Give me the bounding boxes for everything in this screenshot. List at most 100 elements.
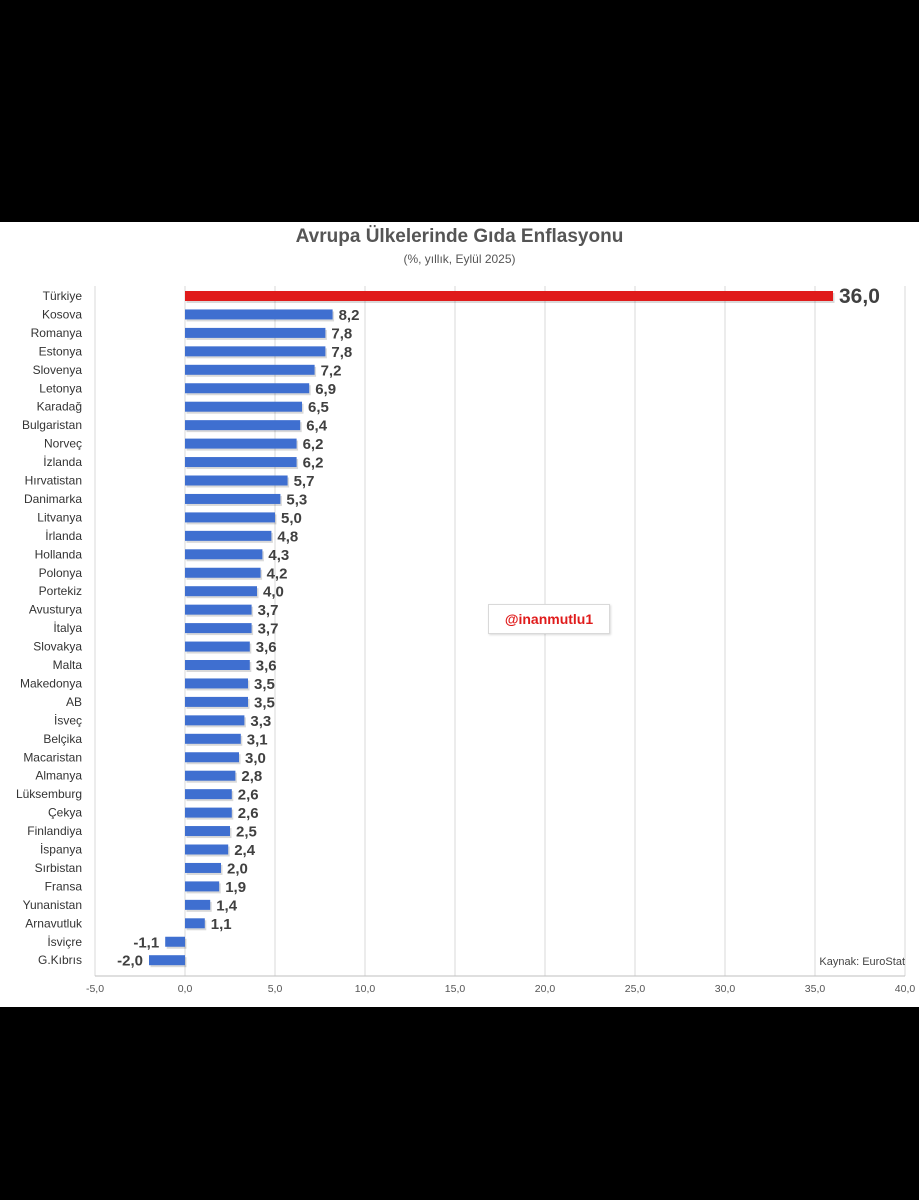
value-label: 3,7 bbox=[258, 621, 279, 638]
category-label: Kosova bbox=[42, 307, 82, 321]
value-label: 5,3 bbox=[286, 491, 307, 508]
chart-title: Avrupa Ülkelerinde Gıda Enflasyonu bbox=[295, 226, 624, 247]
bar-Romanya bbox=[185, 327, 326, 338]
bar-Malta bbox=[185, 660, 250, 670]
category-label: Arnavutluk bbox=[25, 916, 83, 930]
value-label: -2,0 bbox=[117, 953, 143, 970]
x-tick-label: 0,0 bbox=[178, 983, 193, 995]
x-tick-label: -5,0 bbox=[86, 983, 104, 995]
category-label: Makedonya bbox=[20, 676, 82, 690]
category-label: Hırvatistan bbox=[25, 474, 82, 488]
category-label: Hollanda bbox=[35, 547, 83, 561]
value-label: 3,0 bbox=[245, 750, 266, 767]
bar-İsviçre bbox=[165, 936, 185, 947]
bar-İzlanda bbox=[185, 457, 297, 468]
category-label: Letonya bbox=[39, 381, 82, 395]
bar-Belçika bbox=[185, 733, 241, 744]
bar-Polonya bbox=[185, 567, 261, 578]
bar-G.Kıbrıs bbox=[149, 955, 185, 966]
category-label: Litvanya bbox=[37, 510, 82, 524]
category-label: İtalya bbox=[53, 621, 82, 635]
bar-Letonya bbox=[185, 383, 310, 394]
category-label: Slovakya bbox=[33, 640, 82, 654]
category-label: Sırbistan bbox=[35, 861, 82, 875]
category-label: Macaristan bbox=[23, 750, 82, 764]
bar-Slovakya bbox=[185, 641, 250, 652]
bar-İspanya bbox=[185, 844, 229, 855]
value-label: 6,5 bbox=[308, 399, 329, 416]
bar-Yunanistan bbox=[185, 899, 211, 910]
value-label: 5,7 bbox=[294, 473, 315, 490]
bar-Arnavutluk bbox=[185, 918, 205, 929]
value-label: 3,7 bbox=[258, 602, 279, 619]
grid-lines bbox=[94, 286, 906, 977]
bar-Estonya bbox=[185, 346, 326, 357]
bar-Avusturya bbox=[185, 604, 252, 615]
bar-Çekya bbox=[185, 807, 232, 818]
x-tick-label: 20,0 bbox=[535, 983, 556, 995]
bar-Karadağ bbox=[185, 401, 302, 412]
chart-panel: Avrupa Ülkelerinde Gıda Enflasyonu (%, y… bbox=[0, 222, 919, 1007]
x-tick-label: 30,0 bbox=[715, 983, 736, 995]
bar-Kosova bbox=[185, 309, 333, 320]
category-label: Norveç bbox=[44, 437, 82, 451]
category-label: İsviçre bbox=[47, 935, 82, 949]
value-label: 2,0 bbox=[227, 860, 248, 877]
value-label: 8,2 bbox=[339, 307, 360, 324]
category-label: İrlanda bbox=[45, 529, 82, 543]
bar-İsveç bbox=[185, 715, 245, 726]
bar-Lüksemburg bbox=[185, 789, 232, 800]
bar-Hollanda bbox=[185, 549, 263, 560]
bar-Portekiz bbox=[185, 586, 257, 597]
bar-Finlandiya bbox=[185, 826, 230, 837]
category-label: Slovenya bbox=[33, 363, 83, 377]
value-label: -1,1 bbox=[133, 934, 159, 951]
category-label: Avusturya bbox=[29, 603, 82, 617]
bar-Hırvatistan bbox=[185, 475, 288, 486]
x-tick-label: 5,0 bbox=[268, 983, 283, 995]
bar-Fransa bbox=[185, 881, 220, 892]
category-label: Polonya bbox=[39, 566, 83, 580]
bar-Slovenya bbox=[185, 364, 315, 375]
value-label: 7,8 bbox=[331, 325, 352, 342]
x-tick-label: 25,0 bbox=[625, 983, 646, 995]
category-label: Karadağ bbox=[37, 400, 82, 414]
value-label: 4,8 bbox=[277, 528, 298, 545]
category-label: İspanya bbox=[40, 843, 82, 857]
value-label: 3,3 bbox=[250, 713, 271, 730]
bar-Litvanya bbox=[185, 512, 275, 523]
value-label: 36,0 bbox=[839, 285, 880, 308]
category-label: Yunanistan bbox=[23, 898, 82, 912]
bar-Türkiye bbox=[185, 291, 833, 301]
category-labels: Türkiye Kosova Romanya Estonya Slovenya Leton… bbox=[16, 289, 83, 967]
bar-Sırbistan bbox=[185, 862, 221, 873]
value-label: 6,4 bbox=[306, 418, 328, 435]
category-label: Malta bbox=[53, 658, 83, 672]
category-label: Estonya bbox=[39, 344, 83, 358]
value-label: 4,2 bbox=[267, 565, 288, 582]
category-label: Çekya bbox=[48, 806, 82, 820]
category-label: Fransa bbox=[45, 879, 83, 893]
value-label: 2,8 bbox=[241, 768, 262, 785]
value-label: 2,5 bbox=[236, 824, 257, 841]
category-label: G.Kıbrıs bbox=[38, 953, 82, 967]
category-label: Lüksemburg bbox=[16, 787, 82, 801]
value-label: 3,5 bbox=[254, 694, 275, 711]
watermark-badge: @inanmutlu1 bbox=[488, 604, 610, 634]
category-label: İzlanda bbox=[43, 455, 82, 469]
value-label: 6,2 bbox=[303, 455, 324, 472]
value-label: 2,4 bbox=[234, 842, 256, 859]
x-tick-label: 35,0 bbox=[805, 983, 826, 995]
value-label: 3,5 bbox=[254, 676, 275, 693]
category-label: AB bbox=[66, 695, 82, 709]
value-label: 3,6 bbox=[256, 639, 277, 656]
category-label: Portekiz bbox=[39, 584, 82, 598]
category-label: İsveç bbox=[54, 713, 82, 727]
value-label: 4,0 bbox=[263, 584, 284, 601]
value-labels: 36,08,27,87,87,26,96,56,46,26,25,75,35,0… bbox=[117, 285, 880, 970]
category-label: Bulgaristan bbox=[22, 418, 82, 432]
chart-subtitle: (%, yıllık, Eylül 2025) bbox=[403, 252, 516, 266]
category-label: Türkiye bbox=[43, 289, 83, 303]
bar-Danimarka bbox=[185, 493, 281, 504]
value-label: 1,9 bbox=[225, 879, 246, 896]
